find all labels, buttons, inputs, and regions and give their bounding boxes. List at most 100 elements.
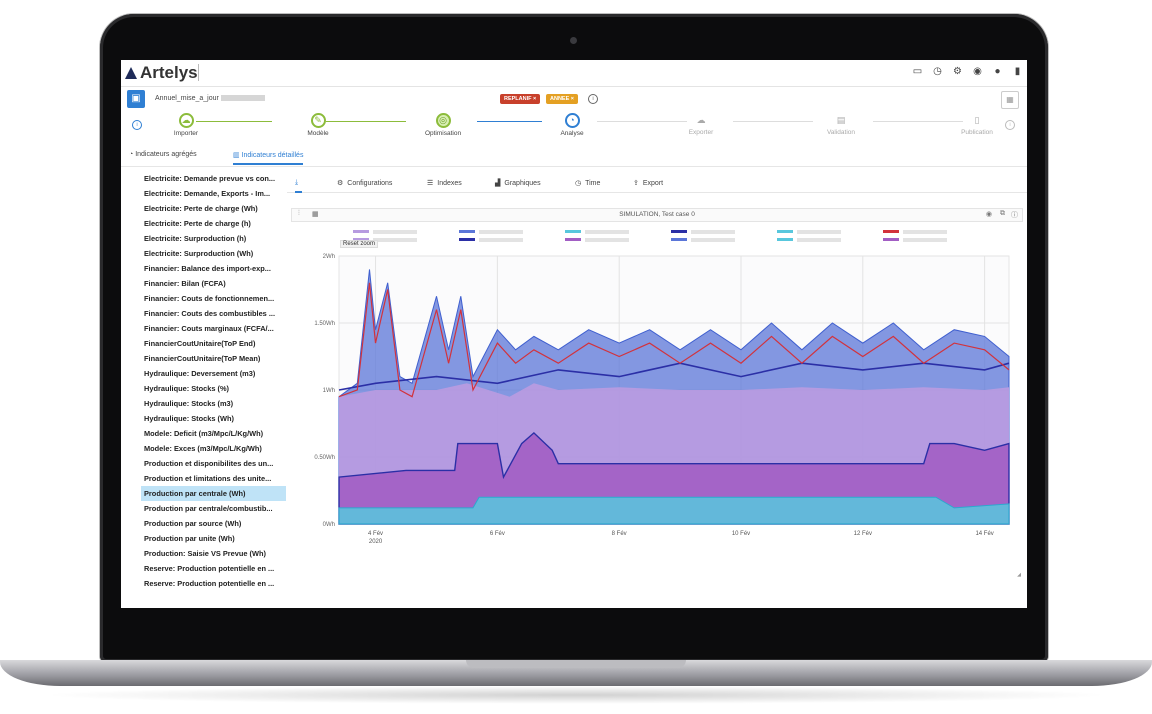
indicator-item[interactable]: Hydraulique: Stocks (m3) — [144, 399, 234, 408]
resize-handle-icon[interactable]: ◢ — [1017, 572, 1021, 578]
legend-swatch[interactable] — [353, 230, 369, 233]
legend-swatch[interactable] — [459, 238, 475, 241]
tab-detailed[interactable]: ▥ Indicateurs détaillés — [233, 151, 304, 165]
y-tick-label: 0.50Wh — [314, 455, 335, 461]
legend-swatch[interactable] — [777, 230, 793, 233]
indicator-item[interactable]: Production par centrale (Wh) — [141, 486, 286, 501]
legend-swatch[interactable] — [565, 238, 581, 241]
eye-icon[interactable]: ◉ — [985, 211, 992, 218]
table-icon[interactable]: ▦ — [312, 211, 319, 218]
indicator-item[interactable]: Production et limitations des unite... — [144, 474, 272, 483]
external-link-icon[interactable]: ⧉ — [1000, 210, 1005, 217]
indicator-item[interactable]: Hydraulique: Deversement (m3) — [144, 369, 256, 378]
step-optimisation[interactable]: ◎ Optimisation — [413, 113, 473, 137]
indicator-item[interactable]: Production par centrale/combustib... — [144, 504, 273, 513]
indicator-item[interactable]: Electricite: Surproduction (h) — [144, 234, 247, 243]
legend-swatch[interactable] — [671, 230, 687, 233]
project-bar: ▣ Annuel_mise_a_jour REPLANIF × ANNEE × … — [121, 87, 1027, 112]
legend-label-redacted — [797, 238, 841, 242]
step-exporter[interactable]: ☁ Exporter — [671, 113, 731, 136]
series-cyan-base — [338, 496, 1010, 525]
step-label: Optimisation — [424, 130, 462, 137]
pie-icon: ◔ — [129, 151, 134, 158]
history-icon[interactable]: ◷ — [933, 66, 942, 77]
indicator-item[interactable]: Financier: Couts des combustibles ... — [144, 309, 276, 318]
chart-subtabs: ⤓ ⚙ Configurations ☰ Indexes ▟ Graphiques ◷ Time… — [287, 174, 1027, 193]
indicator-item[interactable]: Electricite: Demande prevue vs con... — [144, 174, 276, 183]
logo-divider — [198, 64, 199, 81]
indicator-item[interactable]: Production par unite (Wh) — [144, 534, 235, 543]
workflow-info-icon[interactable]: i — [132, 120, 142, 130]
x-tick-label: 14 Fév — [975, 531, 993, 537]
subtab-time[interactable]: ◷ Time — [575, 179, 600, 187]
step-label: Validation — [826, 129, 856, 136]
indicator-item[interactable]: Modele: Exces (m3/Mpc/L/Kg/Wh) — [144, 444, 262, 453]
subtab-graphiques[interactable]: ▟ Graphiques — [495, 179, 541, 187]
indicator-item[interactable]: Electricite: Perte de charge (h) — [144, 219, 251, 228]
gear-icon[interactable]: ⚙ — [953, 66, 962, 77]
x-tick-label: 8 Fév — [612, 531, 627, 537]
step-publication[interactable]: ▯ Publication — [947, 113, 1007, 136]
folder-icon[interactable]: ▭ — [912, 66, 923, 77]
indicator-item[interactable]: FinancierCoutUnitaire(ToP End) — [144, 339, 256, 348]
legend-label-redacted — [903, 230, 947, 234]
workflow-help-icon[interactable]: i — [1005, 120, 1015, 130]
step-importer[interactable]: ☁ Importer — [156, 113, 216, 137]
legend-label-redacted — [797, 230, 841, 234]
brand-logo[interactable]: Artelys — [125, 63, 198, 83]
legend-swatch[interactable] — [565, 230, 581, 233]
info-icon[interactable]: i — [588, 94, 598, 104]
legend-swatch[interactable] — [883, 238, 899, 241]
step-modle[interactable]: ✎ Modèle — [288, 113, 348, 137]
legend-label-redacted — [479, 230, 523, 234]
subtab-label: Graphiques — [504, 180, 541, 187]
indicator-item[interactable]: Electricite: Surproduction (Wh) — [144, 249, 254, 258]
indicator-item[interactable]: Financier: Couts marginaux (FCFA/... — [144, 324, 274, 333]
indicator-item[interactable]: Production: Saisie VS Prevue (Wh) — [144, 549, 266, 558]
help-icon[interactable]: ◉ — [973, 66, 982, 77]
legend-swatch[interactable] — [459, 230, 475, 233]
indicator-item[interactable]: Financier: Couts de fonctionnemen... — [144, 294, 275, 303]
tag-annee[interactable]: ANNEE × — [546, 94, 578, 104]
subtab-label: Configurations — [347, 180, 393, 187]
subtab-icon: ⇪ — [633, 180, 639, 187]
subtab-configurations[interactable]: ⚙ Configurations — [337, 179, 392, 187]
project-icon[interactable]: ▣ — [127, 90, 145, 108]
y-tick-label: 1.50Wh — [314, 321, 335, 327]
sliders-icon[interactable]: ⫶ — [298, 210, 300, 217]
indicator-item[interactable]: Financier: Balance des import-exp... — [144, 264, 271, 273]
indicator-item[interactable]: Financier: Bilan (FCFA) — [144, 279, 226, 288]
tag-replanif[interactable]: REPLANIF × — [500, 94, 541, 104]
legend-swatch[interactable] — [353, 238, 369, 241]
info-circle-icon[interactable]: ⓘ — [1011, 212, 1018, 219]
step-label: Exporter — [688, 129, 714, 136]
indicator-item[interactable]: Reserve: Production potentielle en ... — [144, 564, 275, 573]
step-connector — [477, 121, 542, 122]
legend-swatch[interactable] — [777, 238, 793, 241]
tab-aggregated[interactable]: ◔ Indicateurs agrégés — [129, 151, 197, 158]
top-bar: Artelys ▭ ◷ ⚙ ◉ ● ▮ — [121, 60, 1027, 87]
chart-header: ⫶ ▦ SIMULATION, Test case 0 ◉ ⧉ ⓘ — [291, 208, 1023, 222]
step-icon: ☁ — [696, 115, 706, 125]
indicator-item[interactable]: Reserve: Production potentielle en ... — [144, 579, 275, 588]
subtab-download[interactable]: ⤓ — [295, 179, 303, 193]
indicator-item[interactable]: Electricite: Perte de charge (Wh) — [144, 204, 258, 213]
indicator-item[interactable]: Electricite: Demande, Exports - Im... — [144, 189, 271, 198]
indicator-item[interactable]: Hydraulique: Stocks (Wh) — [144, 414, 234, 423]
indicator-item[interactable]: Modele: Deficit (m3/Mpc/L/Kg/Wh) — [144, 429, 264, 438]
production-chart[interactable]: 0Wh 0.50Wh 1Wh 1.50Wh 2Wh 4 Fév 2020 6 Fév 8 Fév… — [301, 248, 1021, 568]
indicator-item[interactable]: Production et disponibilites des un... — [144, 459, 274, 468]
subtab-indexes[interactable]: ☰ Indexes — [427, 179, 462, 187]
legend-swatch[interactable] — [671, 238, 687, 241]
step-validation[interactable]: ▤ Validation — [811, 113, 871, 136]
legend-swatch[interactable] — [883, 230, 899, 233]
calendar-icon[interactable]: ▦ — [1001, 91, 1019, 109]
indicator-item[interactable]: Production par source (Wh) — [144, 519, 242, 528]
tip-icon[interactable]: ● — [994, 66, 1001, 77]
indicator-item[interactable]: Hydraulique: Stocks (%) — [144, 384, 230, 393]
language-flag-icon[interactable]: ▮ — [1014, 66, 1021, 77]
step-analyse[interactable]: ◔ Analyse — [542, 113, 602, 137]
reset-zoom-button[interactable]: Reset zoom — [340, 240, 379, 248]
subtab-export[interactable]: ⇪ Export — [633, 179, 663, 187]
indicator-item[interactable]: FinancierCoutUnitaire(ToP Mean) — [144, 354, 261, 363]
